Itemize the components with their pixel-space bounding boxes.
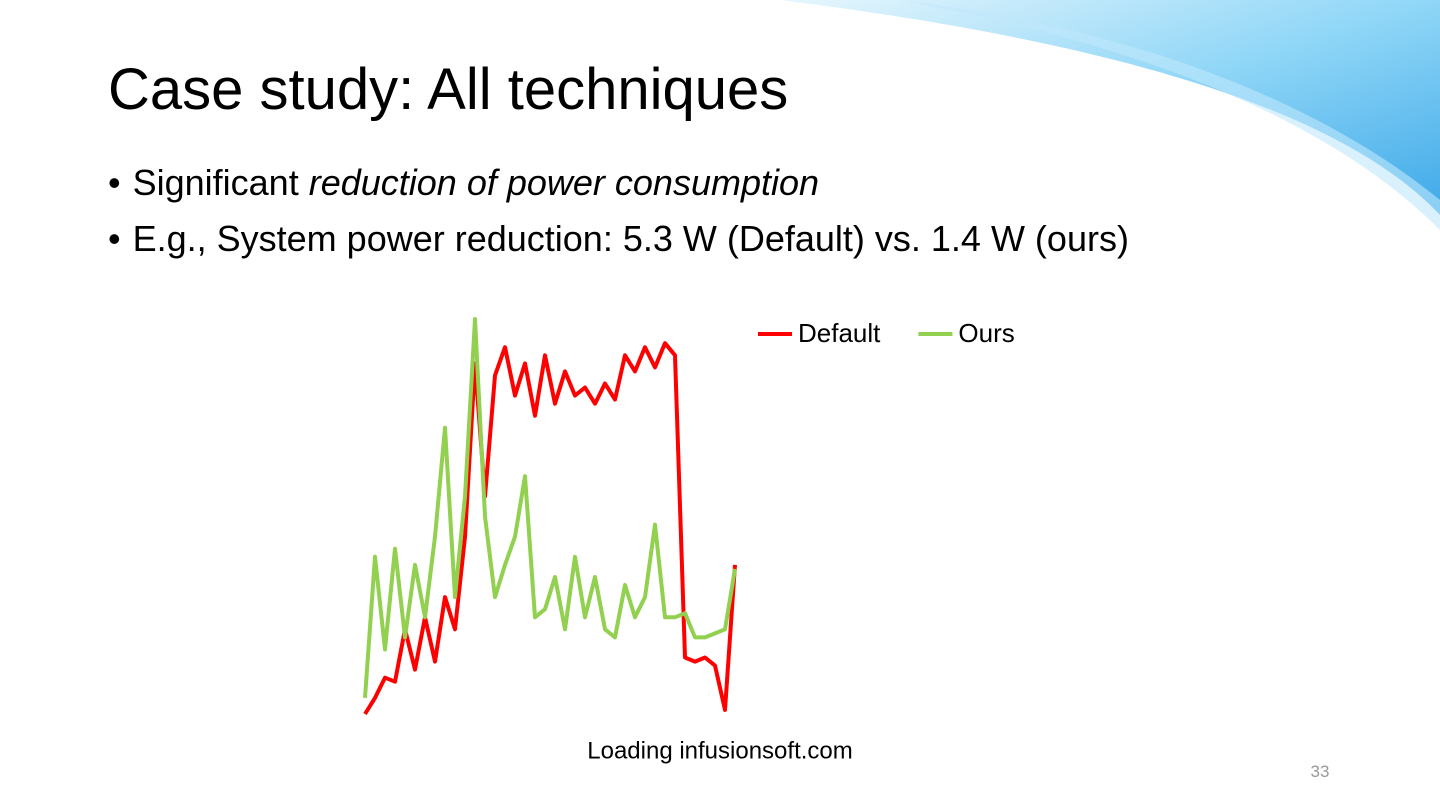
legend-label: Ours	[958, 318, 1014, 348]
bullet: E.g., System power reduction: 5.3 W (Def…	[108, 218, 1129, 260]
line-series	[363, 341, 737, 716]
bullet-text: E.g., System power reduction: 5.3 W (Def…	[132, 218, 1129, 259]
slide-title: Case study: All techniques	[108, 57, 789, 122]
bullet-text: Significant	[132, 162, 299, 203]
bullet-emphasis: reduction of power consumption	[308, 162, 820, 203]
page-number: 33	[1310, 762, 1330, 781]
legend-label: Default	[798, 318, 881, 348]
line-series	[363, 317, 737, 699]
x-axis-label: Loading infusionsoft.com	[587, 737, 853, 764]
swoosh	[780, 0, 1440, 215]
